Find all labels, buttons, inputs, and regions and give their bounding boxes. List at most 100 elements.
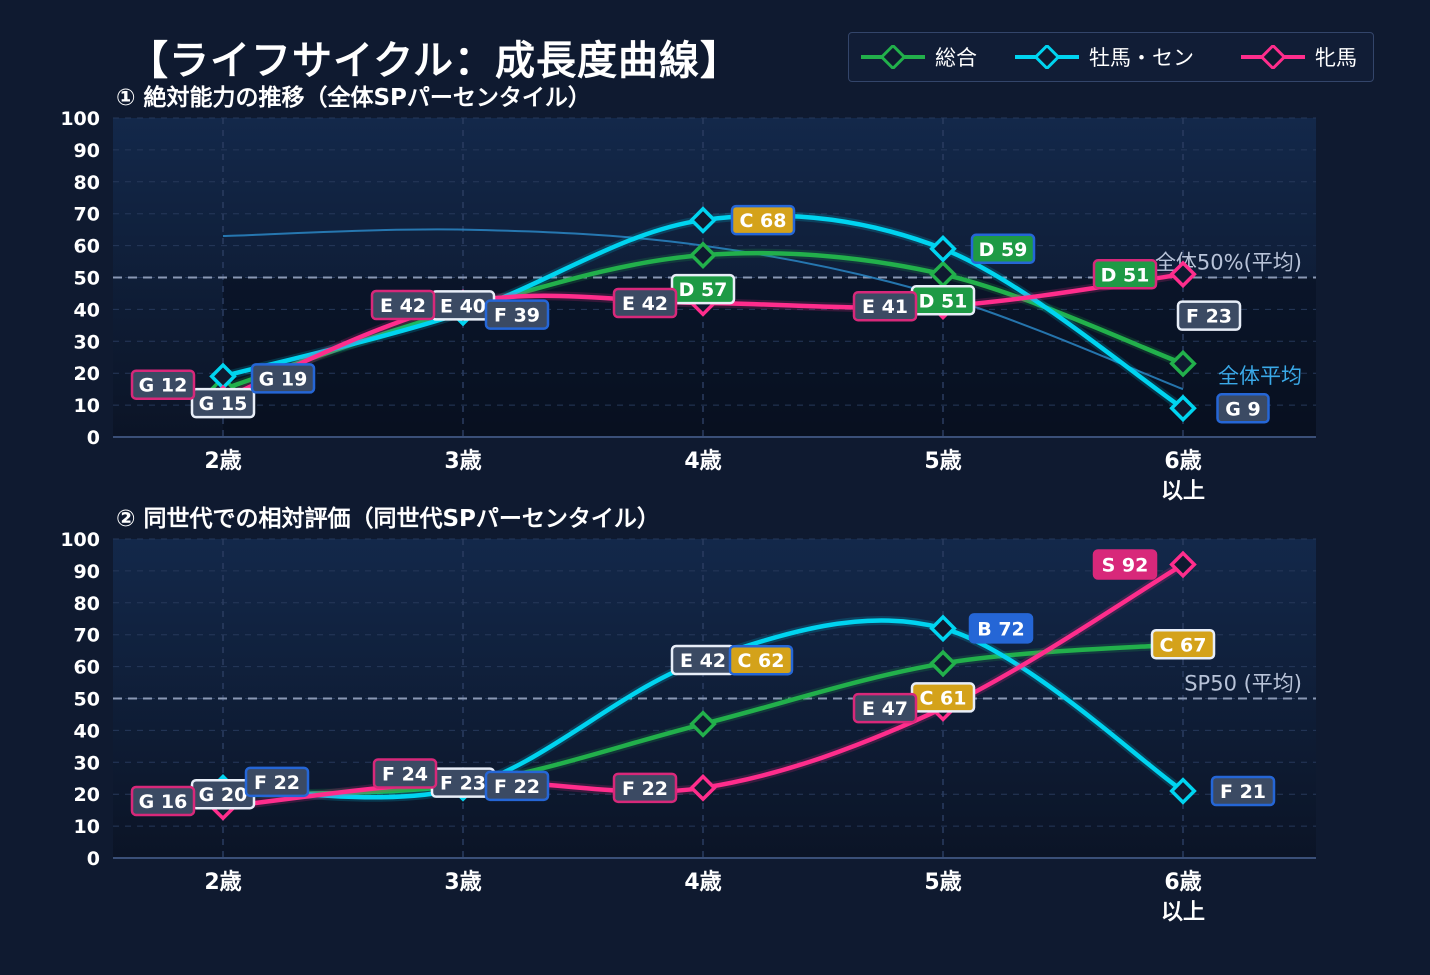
data-label: F 22	[484, 770, 550, 802]
reference-line-label: SP50 (平均)	[1184, 672, 1302, 696]
y-tick-label: 10	[74, 395, 100, 417]
data-label-text: F 22	[622, 778, 668, 800]
y-tick-label: 70	[74, 204, 100, 226]
data-label-box	[728, 644, 794, 676]
y-tick-label: 50	[74, 268, 100, 290]
data-label-box	[1210, 775, 1276, 807]
data-label: F 22	[244, 766, 310, 798]
data-label: G 20	[190, 778, 256, 810]
data-label-text: D 51	[1101, 264, 1150, 286]
data-label-text: F 24	[382, 763, 428, 785]
data-label: E 42	[370, 289, 436, 321]
legend-label-female: 牝馬	[1315, 46, 1357, 70]
data-point-marker	[689, 206, 717, 234]
x-tick-label: 以上	[1161, 900, 1205, 925]
data-point-marker	[929, 235, 957, 263]
data-label: G 15	[190, 387, 256, 419]
legend-marker-overall-icon	[861, 45, 925, 69]
y-tick-label: 20	[74, 363, 100, 385]
data-label-text: G 20	[199, 784, 248, 806]
y-tick-label: 30	[74, 752, 100, 774]
y-tick-label: 100	[60, 108, 100, 130]
data-label-text: E 42	[680, 650, 726, 672]
x-tick-label: 2歳	[204, 449, 241, 474]
data-label-text: G 12	[139, 375, 188, 397]
y-tick-label: 70	[74, 625, 100, 647]
data-label: E 42	[670, 644, 736, 676]
data-label-box	[130, 369, 196, 400]
data-label: C 67	[1150, 629, 1216, 660]
y-tick-label: 60	[74, 657, 100, 679]
data-label-text: E 40	[440, 295, 486, 317]
data-label-text: B 72	[977, 618, 1025, 640]
data-label-box	[612, 287, 678, 319]
data-label-text: C 61	[920, 687, 967, 709]
legend: 総合 牡馬・セン 牝馬	[848, 32, 1374, 82]
data-label-text: F 23	[440, 773, 486, 795]
data-label: F 39	[484, 299, 550, 330]
data-point-marker	[209, 362, 237, 391]
y-tick-label: 60	[74, 236, 100, 258]
panel-title-absolute: ① 絶対能力の推移（全体SPパーセンタイル）	[116, 85, 591, 111]
legend-item-female: 牝馬	[1241, 33, 1357, 81]
y-tick-label: 50	[74, 689, 100, 711]
data-label-box	[968, 613, 1034, 644]
data-label: F 23	[1176, 300, 1242, 331]
data-label: E 40	[430, 290, 496, 321]
legend-marker-male-icon	[1015, 45, 1079, 69]
data-point-marker	[1169, 777, 1197, 805]
average-curve-label: 全体平均	[1218, 364, 1302, 388]
data-label-text: E 42	[380, 295, 426, 317]
y-tick-label: 0	[87, 427, 100, 449]
data-label: E 47	[852, 692, 918, 724]
y-tick-label: 30	[74, 331, 100, 353]
data-label-text: C 68	[740, 210, 787, 232]
x-tick-label: 4歳	[684, 449, 721, 474]
y-tick-label: 80	[74, 593, 100, 615]
legend-item-male: 牡馬・セン	[1015, 33, 1194, 81]
data-label: D 57	[670, 273, 736, 305]
data-label: E 41	[852, 290, 918, 322]
data-label: B 72	[968, 613, 1034, 644]
data-label: D 59	[970, 233, 1036, 265]
y-tick-label: 40	[74, 299, 100, 321]
data-label: G 16	[130, 785, 196, 817]
data-label: F 23	[430, 767, 496, 798]
data-point-marker	[1169, 260, 1197, 289]
data-label: D 51	[910, 285, 976, 316]
data-label-box	[372, 758, 438, 789]
y-tick-label: 90	[74, 140, 100, 162]
data-label-box	[852, 290, 918, 322]
y-tick-label: 0	[87, 848, 100, 870]
data-label: S 92	[1092, 549, 1158, 580]
data-label-text: G 15	[199, 393, 248, 415]
data-label-box	[1092, 549, 1158, 580]
legend-label-overall: 総合	[935, 46, 977, 70]
panel-title-relative: ② 同世代での相対評価（同世代SPパーセンタイル）	[116, 506, 660, 532]
data-label: G 12	[130, 369, 196, 400]
y-tick-label: 100	[60, 529, 100, 551]
y-tick-label: 90	[74, 561, 100, 583]
y-tick-label: 80	[74, 172, 100, 194]
data-label-box	[244, 766, 310, 798]
x-tick-label: 6歳	[1164, 449, 1201, 474]
data-label: G 19	[250, 363, 316, 394]
data-label-box	[1092, 259, 1158, 290]
data-point-marker	[1169, 550, 1197, 579]
data-label-text: E 47	[862, 698, 908, 720]
data-label-box	[190, 387, 256, 419]
data-point-marker	[929, 614, 957, 643]
data-label-text: E 41	[862, 296, 908, 318]
data-label-text: G 19	[259, 368, 308, 390]
data-label-box	[250, 363, 316, 394]
x-tick-label: 3歳	[444, 449, 481, 474]
legend-item-overall: 総合	[861, 33, 977, 81]
x-tick-label: 4歳	[684, 870, 721, 895]
data-point-marker	[689, 774, 717, 802]
x-tick-label: 2歳	[204, 870, 241, 895]
data-label-text: G 9	[1225, 398, 1260, 420]
page-title: 【ライフサイクル：成長度曲線】	[128, 38, 741, 84]
data-label-box	[484, 770, 550, 802]
